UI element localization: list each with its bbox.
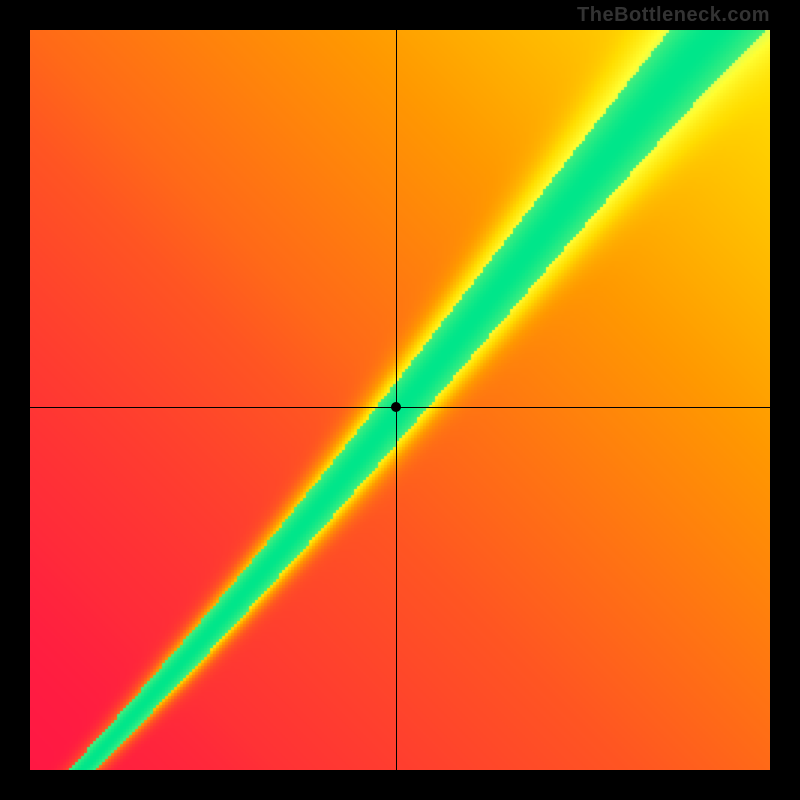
chart-container: TheBottleneck.com — [0, 0, 800, 800]
heatmap-canvas — [30, 30, 770, 770]
crosshair-vertical — [396, 30, 397, 770]
crosshair-marker — [391, 402, 401, 412]
watermark-text: TheBottleneck.com — [577, 4, 770, 27]
bottleneck-heatmap — [30, 30, 770, 770]
